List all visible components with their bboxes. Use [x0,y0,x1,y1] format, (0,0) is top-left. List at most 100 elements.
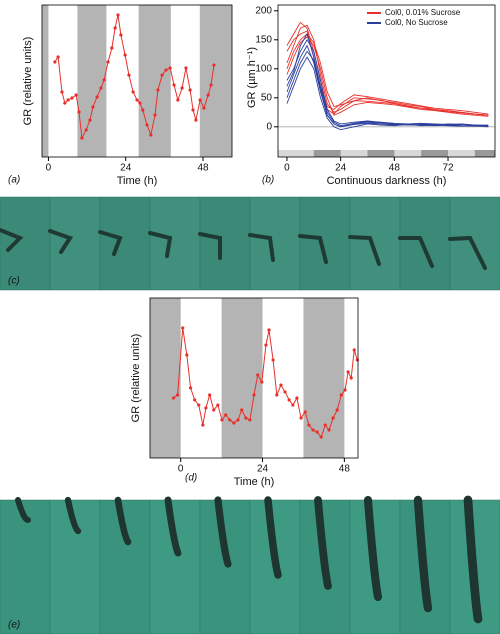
point [176,393,180,397]
point [84,128,88,132]
dark-period [199,5,232,157]
point [291,403,295,407]
frame [449,196,500,291]
point [185,353,189,357]
dark-period [303,298,345,458]
point [88,118,92,122]
y-axis-label: GR (relative units) [22,37,34,126]
point [119,33,123,37]
x-tick-label: 48 [389,163,401,174]
root [64,496,82,535]
point [172,83,176,87]
point [153,113,157,117]
dark-period [221,298,263,458]
dark-period [138,5,171,157]
point [295,396,299,400]
point [123,53,127,57]
point [176,98,180,102]
frame [349,196,401,291]
root [148,231,173,258]
point [194,118,198,122]
dark-period [77,5,107,157]
point [335,408,339,412]
point [188,386,193,390]
point [224,413,228,417]
x-tick-label: 0 [178,464,184,475]
point [106,60,110,64]
point [156,88,160,92]
root [164,496,182,557]
root [0,228,24,252]
frame [199,499,251,634]
point [323,423,327,427]
point [240,408,244,412]
root [463,495,483,624]
dark-period [474,150,495,157]
point [191,108,195,112]
panel-label: (b) [262,175,274,186]
point [145,123,149,127]
x-tick-label: 24 [120,163,132,174]
point [216,403,220,407]
point [95,95,99,99]
point [102,78,106,82]
frame [149,499,201,634]
series-line [286,38,489,126]
legend-label: Col0, No Sucrose [385,18,448,27]
point [184,66,188,70]
point [66,98,70,102]
point [70,96,74,100]
frame [299,196,351,291]
dark-period [367,150,395,157]
y-tick-label: 200 [255,5,272,16]
point [252,393,256,397]
y-axis-label: GR (µm h⁻¹) [246,47,258,108]
plot-frame [277,4,496,158]
panel-label: (a) [8,175,20,186]
x-tick-label: 0 [46,163,52,174]
point [343,388,347,392]
point [53,60,57,64]
point [264,343,268,347]
point [212,408,216,412]
root [198,232,222,260]
root [15,497,31,523]
point [77,110,81,114]
series-line [286,33,489,116]
x-axis-label: Continuous darkness (h) [327,175,447,187]
dark-period [42,5,49,157]
point [198,98,202,102]
point [63,101,67,105]
point [303,410,307,414]
y-tick-label: 100 [255,63,272,74]
y-tick-label: 0 [266,121,272,132]
frame [249,196,301,291]
point [232,421,236,425]
y-axis-label: GR (relative units) [130,334,142,423]
point [110,46,114,50]
panel-label: (d) [185,473,197,484]
root [114,496,132,546]
plot-bg [278,5,495,157]
x-axis-label: Time (h) [234,476,275,488]
point [160,73,164,77]
panel-label: (c) [8,276,20,287]
point [138,101,142,105]
point [212,63,216,67]
point [113,26,117,30]
point [204,406,208,410]
point [201,423,205,427]
x-tick-label: 24 [257,464,269,475]
point [279,383,283,387]
frame [149,196,201,291]
plot-frame [41,4,233,158]
series-line [286,50,489,128]
point [168,66,172,70]
point [327,428,331,432]
point [315,430,319,434]
x-axis-label: Time (h) [117,175,158,187]
point [60,90,64,94]
x-tick-label: 48 [197,163,209,174]
point [283,390,287,394]
